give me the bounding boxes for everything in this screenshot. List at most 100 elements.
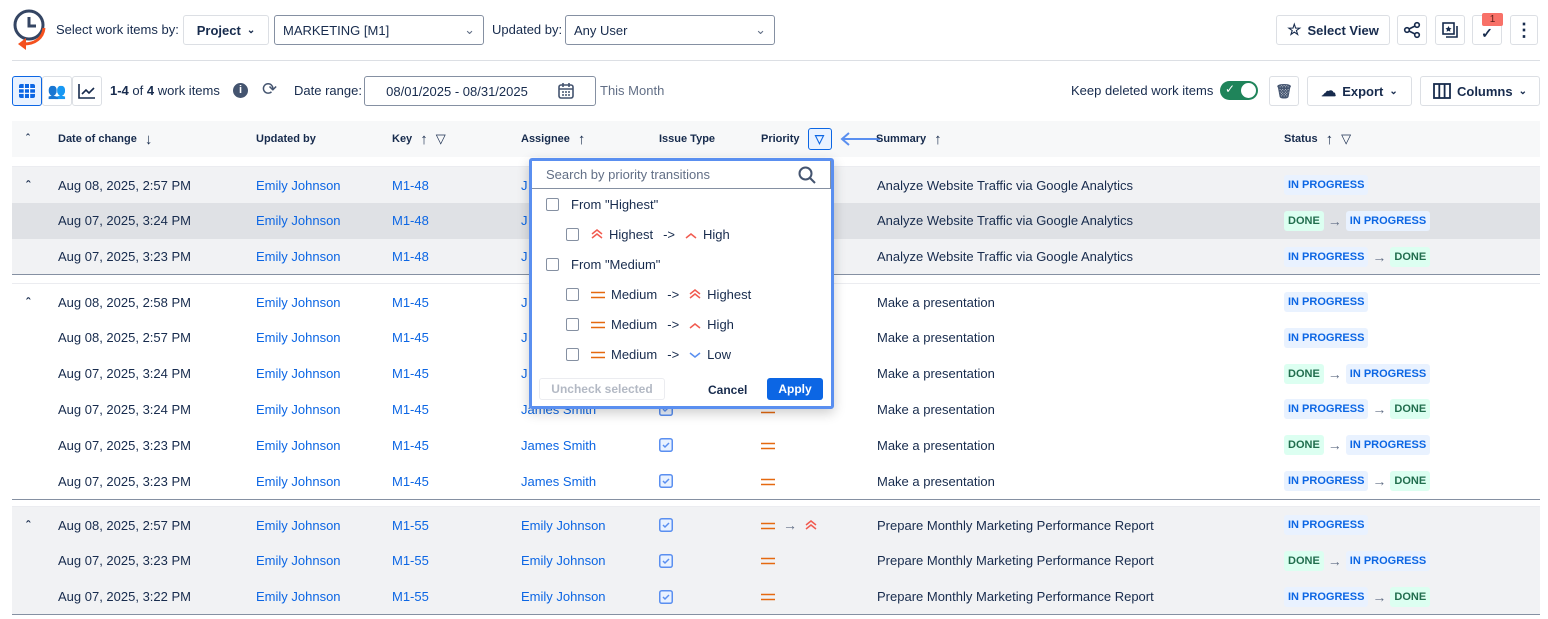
checkbox[interactable]: [566, 318, 579, 331]
table-row[interactable]: Aug 07, 2025, 3:23 PM Emily Johnson M1-45 J…: [12, 463, 1540, 499]
apply-button[interactable]: Apply: [767, 378, 823, 400]
table-row[interactable]: ˆ Aug 08, 2025, 2:57 PM Emily Johnson M1-55…: [12, 507, 1540, 543]
column-summary[interactable]: Summary ↑: [876, 130, 942, 148]
key-link[interactable]: M1-55: [392, 589, 429, 605]
project-select[interactable]: MARKETING [M1] ⌄: [274, 15, 484, 45]
checkbox[interactable]: [566, 288, 579, 301]
deleted-items-button[interactable]: 🗑: [1269, 76, 1299, 106]
assignee-link[interactable]: J: [521, 366, 528, 382]
assignee-link[interactable]: James Smith: [521, 437, 597, 453]
priority-medium-icon: [591, 317, 605, 332]
table-row[interactable]: Aug 07, 2025, 3:23 PM Emily Johnson M1-55 E…: [12, 543, 1540, 579]
priority-option[interactable]: From "Medium": [546, 257, 660, 272]
updated-by-select[interactable]: Any User ⌄: [565, 15, 775, 45]
column-date-of-change[interactable]: Date of change ↓: [58, 130, 153, 148]
info-icon[interactable]: i: [233, 83, 248, 98]
refresh-icon[interactable]: ⟳: [262, 79, 278, 99]
column-priority[interactable]: Priority ▽: [761, 121, 880, 157]
date-preset-link[interactable]: This Month: [600, 83, 665, 98]
saved-views-button[interactable]: [1435, 15, 1465, 45]
status-badge: IN PROGRESS: [1345, 435, 1431, 456]
select-by-dropdown[interactable]: Project ⌄: [183, 15, 269, 45]
assignee-link[interactable]: J: [521, 249, 528, 265]
filter-icon[interactable]: ▽: [807, 128, 832, 150]
updated-by-link[interactable]: Emily Johnson: [256, 330, 341, 346]
updated-by-link[interactable]: Emily Johnson: [256, 366, 341, 382]
key-link[interactable]: M1-45: [392, 437, 429, 453]
table-row[interactable]: Aug 07, 2025, 3:24 PM Emily Johnson M1-45 J…: [12, 356, 1540, 392]
updated-by-link[interactable]: Emily Johnson: [256, 473, 341, 489]
collapse-group-icon[interactable]: ˆ: [26, 294, 31, 310]
table-row[interactable]: ˆ Aug 08, 2025, 2:58 PM Emily Johnson M1-45…: [12, 284, 1540, 320]
assignee-link[interactable]: Emily Johnson: [521, 553, 606, 569]
table-view-button[interactable]: [12, 76, 42, 106]
key-link[interactable]: M1-45: [392, 330, 429, 346]
updated-by-link[interactable]: Emily Johnson: [256, 249, 341, 265]
assignee-link[interactable]: James Smith: [521, 473, 597, 489]
keep-deleted-toggle[interactable]: ✓: [1220, 81, 1258, 100]
key-link[interactable]: M1-48: [392, 177, 429, 193]
priority-option[interactable]: Medium -> Highest: [566, 287, 751, 302]
assignee-link[interactable]: Emily Johnson: [521, 589, 606, 605]
table-row[interactable]: Aug 07, 2025, 3:23 PM Emily Johnson M1-45 J…: [12, 427, 1540, 463]
assignee-link[interactable]: J: [521, 294, 528, 310]
column-issue-type[interactable]: Issue Type: [659, 133, 716, 145]
key-link[interactable]: M1-55: [392, 517, 429, 533]
updated-by-link[interactable]: Emily Johnson: [256, 437, 341, 453]
collapse-group-icon[interactable]: ˆ: [26, 517, 31, 533]
share-button[interactable]: [1397, 15, 1427, 45]
uncheck-selected-button[interactable]: Uncheck selected: [539, 378, 665, 400]
priority-option[interactable]: From "Highest": [546, 197, 658, 212]
arrow-right-icon: →: [1372, 588, 1387, 605]
cancel-button[interactable]: Cancel: [708, 383, 748, 397]
select-view-button[interactable]: ☆ Select View: [1276, 15, 1390, 45]
key-link[interactable]: M1-45: [392, 366, 429, 382]
priority-option[interactable]: Highest -> High: [566, 227, 730, 242]
assignee-link[interactable]: J: [521, 177, 528, 193]
assignee-link[interactable]: J: [521, 330, 528, 346]
updated-by-link[interactable]: Emily Johnson: [256, 213, 341, 229]
updated-by-link[interactable]: Emily Johnson: [256, 177, 341, 193]
key-link[interactable]: M1-45: [392, 473, 429, 489]
updated-by-link[interactable]: Emily Johnson: [256, 589, 341, 605]
column-updated-by[interactable]: Updated by: [256, 133, 316, 145]
export-button[interactable]: ☁ Export ⌄: [1307, 76, 1412, 106]
table-row[interactable]: Aug 07, 2025, 3:24 PM Emily Johnson M1-45 J…: [12, 391, 1540, 427]
table-row[interactable]: Aug 08, 2025, 2:57 PM Emily Johnson M1-45 J…: [12, 320, 1540, 356]
checkbox[interactable]: [566, 348, 579, 361]
date-range-input[interactable]: 08/01/2025 - 08/31/2025: [364, 76, 596, 106]
more-vertical-icon: ⋮: [1515, 20, 1533, 40]
checkbox[interactable]: [546, 258, 559, 271]
table-row[interactable]: ˆ Aug 08, 2025, 2:57 PM Emily Johnson M1-48…: [12, 167, 1540, 203]
arrow-right-icon: →: [1327, 212, 1342, 229]
priority-option[interactable]: Medium -> High: [566, 317, 734, 332]
updated-by-link[interactable]: Emily Johnson: [256, 401, 341, 417]
collapse-all-icon[interactable]: ˆ: [26, 133, 30, 145]
priority-option[interactable]: Medium -> Low: [566, 347, 731, 362]
users-view-button[interactable]: 👥: [42, 76, 72, 106]
assignee-link[interactable]: Emily Johnson: [521, 517, 606, 533]
chart-view-button[interactable]: [72, 76, 102, 106]
checkbox[interactable]: [546, 198, 559, 211]
table-row[interactable]: Aug 07, 2025, 3:22 PM Emily Johnson M1-55 E…: [12, 579, 1540, 615]
key-link[interactable]: M1-55: [392, 553, 429, 569]
assignee-link[interactable]: J: [521, 213, 528, 229]
column-status[interactable]: Status ↑ ▽: [1284, 130, 1352, 148]
more-options-button[interactable]: ⋮: [1510, 15, 1538, 45]
collapse-group-icon[interactable]: ˆ: [26, 177, 31, 193]
key-link[interactable]: M1-48: [392, 249, 429, 265]
updated-by-link[interactable]: Emily Johnson: [256, 517, 341, 533]
key-link[interactable]: M1-45: [392, 401, 429, 417]
calendar-icon[interactable]: [558, 83, 574, 99]
updated-by-link[interactable]: Emily Johnson: [256, 553, 341, 569]
columns-button[interactable]: Columns ⌄: [1420, 76, 1540, 106]
updated-by-link[interactable]: Emily Johnson: [256, 294, 341, 310]
priority-search-input[interactable]: Search by priority transitions: [532, 161, 831, 189]
column-key[interactable]: Key ↑ ▽: [392, 130, 446, 148]
status-badge: DONE: [1390, 246, 1431, 267]
key-link[interactable]: M1-48: [392, 213, 429, 229]
column-assignee[interactable]: Assignee ↑: [521, 130, 586, 148]
table-row[interactable]: Aug 07, 2025, 3:23 PM Emily Johnson M1-48 J…: [12, 239, 1540, 275]
checkbox[interactable]: [566, 228, 579, 241]
key-link[interactable]: M1-45: [392, 294, 429, 310]
